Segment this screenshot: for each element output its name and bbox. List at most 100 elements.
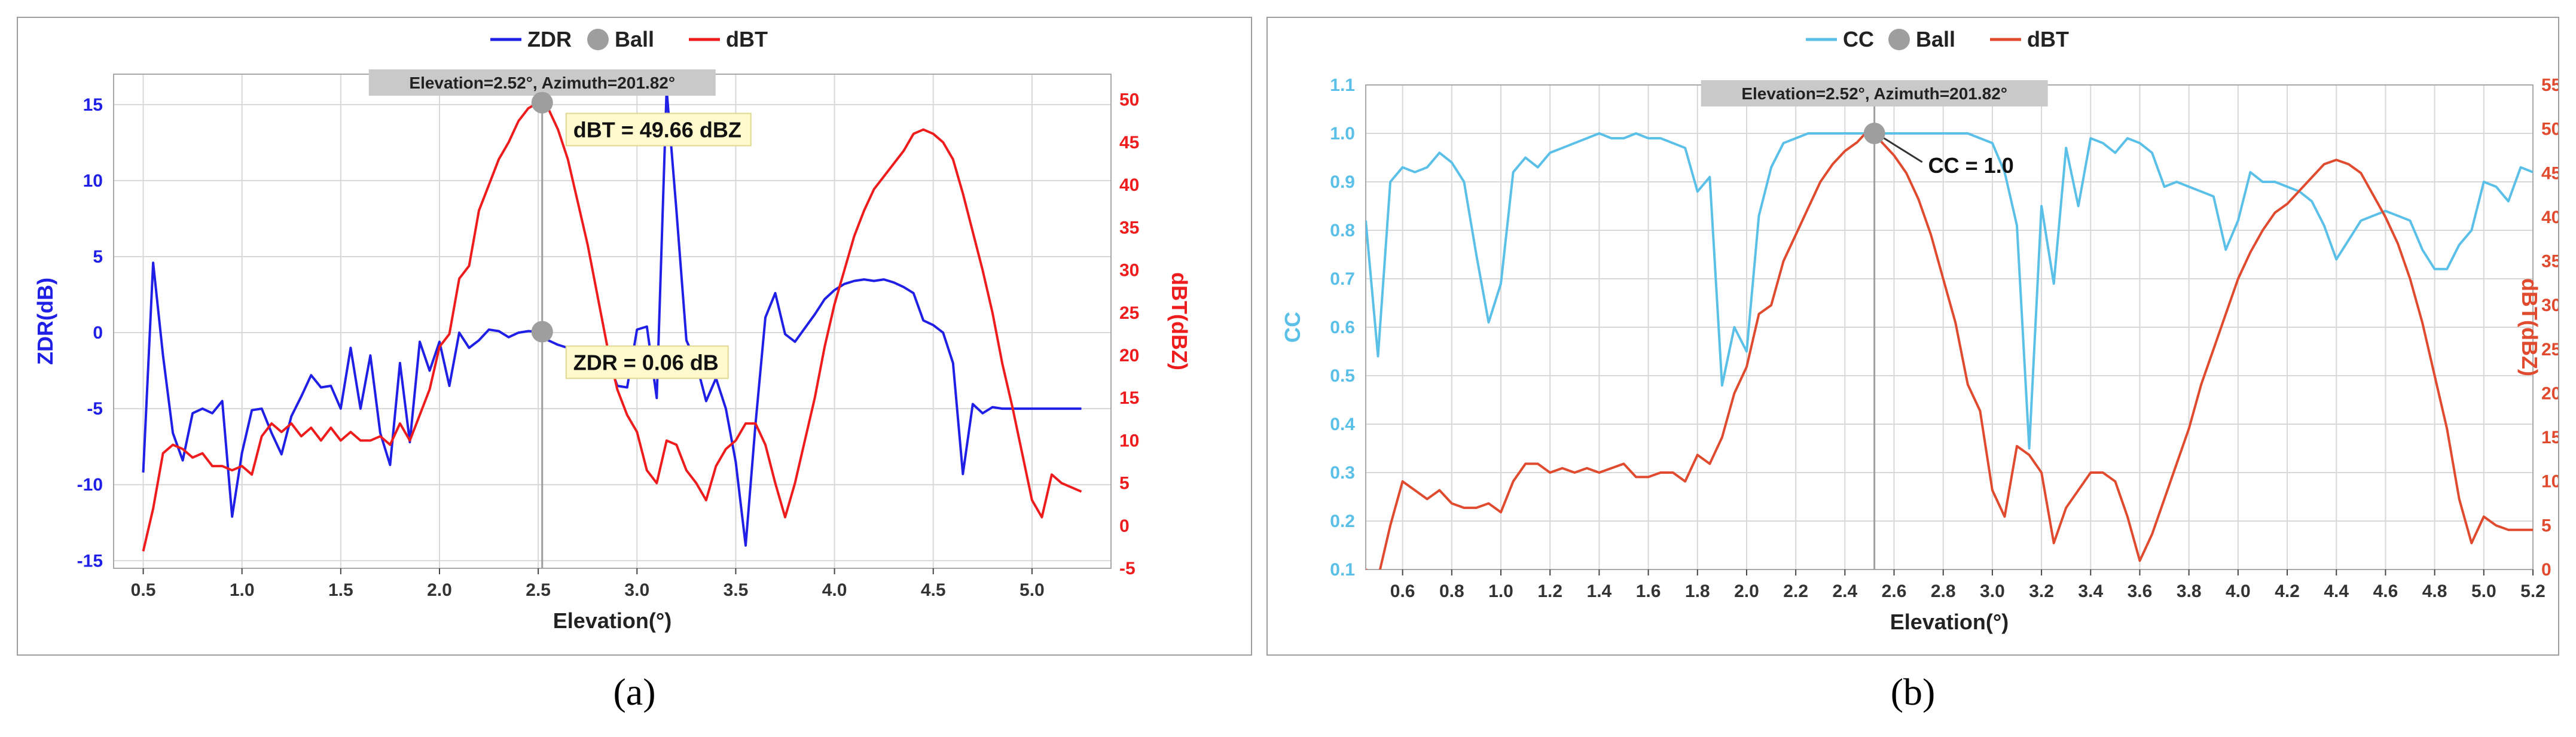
legend-label: ZDR	[527, 27, 572, 51]
legend-label: dBT	[726, 27, 768, 51]
y-right-tick-label: 25	[2541, 340, 2558, 360]
y-right-tick-label: 35	[2541, 252, 2558, 272]
y-right-tick-label: 40	[1119, 175, 1139, 195]
ball-marker	[531, 321, 553, 343]
x-tick-label: 1.6	[1636, 581, 1661, 601]
y-left-axis-label: CC	[1280, 312, 1305, 343]
marker-label: CC = 1.0	[1928, 153, 2014, 178]
legend-swatch-dot	[587, 29, 609, 50]
marker-label: ZDR = 0.06 dB	[573, 351, 719, 375]
y-right-tick-label: 50	[1119, 90, 1139, 110]
series-line-dbt	[142, 101, 1082, 552]
marker-label: dBT = 49.66 dBZ	[573, 118, 741, 142]
x-tick-label: 5.2	[2520, 581, 2546, 601]
legend: ZDR Ball dBT	[490, 27, 768, 51]
y-right-tick-label: 25	[1119, 303, 1139, 323]
x-tick-label: 2.4	[1832, 581, 1857, 601]
x-axis-label: Elevation(°)	[553, 608, 672, 633]
ball-marker	[531, 92, 553, 114]
y-right-tick-label: 15	[1119, 388, 1139, 408]
y-right-tick-label: 5	[2541, 516, 2551, 535]
y-right-tick-label: 15	[2541, 428, 2558, 447]
series-line-dbt	[1366, 127, 2533, 570]
x-tick-label: 1.4	[1587, 581, 1612, 601]
x-tick-label: 2.0	[1734, 581, 1759, 601]
y-left-tick-label: -15	[77, 551, 103, 571]
x-tick-label: 3.2	[2029, 581, 2054, 601]
plot-area	[142, 88, 1082, 552]
y-right-tick-label: 50	[2541, 120, 2558, 139]
cursor-label-box	[368, 69, 716, 96]
x-tick-label: 1.0	[230, 580, 255, 600]
legend-label: Ball	[1916, 27, 1955, 51]
x-tick-label: 5.0	[2471, 581, 2496, 601]
y-right-tick-label: 45	[1119, 133, 1139, 153]
x-tick-label: 3.4	[2078, 581, 2103, 601]
y-left-tick-label: 1.0	[1330, 124, 1355, 144]
y-right-tick-label: 20	[2541, 383, 2558, 403]
y-right-tick-label: 5	[1119, 474, 1130, 494]
y-left-tick-label: -10	[77, 475, 103, 495]
y-left-tick-label: 10	[83, 171, 103, 191]
y-right-tick-label: 30	[1119, 261, 1139, 281]
y-right-tick-label: 45	[2541, 163, 2558, 183]
y-right-tick-label: 10	[2541, 472, 2558, 492]
x-tick-label: 5.0	[1020, 580, 1045, 600]
y-right-tick-label: 0	[1119, 516, 1130, 536]
y-right-tick-label: 30	[2541, 296, 2558, 315]
caption-b: (b)	[1890, 671, 1936, 713]
plot-area	[1366, 127, 2533, 570]
y-right-tick-label: 35	[1119, 218, 1139, 237]
plot-frame	[113, 74, 1112, 569]
y-left-axis-label: ZDR(dB)	[33, 278, 57, 365]
ball-marker	[1863, 123, 1885, 144]
x-tick-label: 3.5	[724, 580, 749, 600]
x-tick-label: 2.0	[427, 580, 452, 600]
y-left-tick-label: -5	[87, 399, 103, 419]
chart-b-svg: 0.6 0.8 1.0 1.2 1.4 1.6 1.8 2.0 2.2 2.4 2.6 2.8 3.0 3…	[1280, 27, 2558, 634]
y-left-tick-label: 15	[83, 95, 103, 115]
x-tick-label: 3.0	[1980, 581, 2005, 601]
x-tick-label: 2.2	[1783, 581, 1808, 601]
x-axis-label: Elevation(°)	[1890, 610, 2009, 634]
y-left-tick-label: 0.6	[1330, 318, 1355, 337]
x-tick-label: 4.0	[822, 580, 847, 600]
x-tick-label: 1.0	[1488, 581, 1513, 601]
cursor-label: Elevation=2.52°, Azimuth=201.82°	[409, 74, 675, 92]
x-tick-label: 0.8	[1439, 581, 1464, 601]
y-right-tick-label: 0	[2541, 560, 2551, 580]
x-tick-label: 3.8	[2177, 581, 2202, 601]
y-left-tick-label: 5	[93, 247, 103, 267]
x-tick-label: 2.6	[1882, 581, 1907, 601]
x-tick-label: 2.8	[1931, 581, 1956, 601]
legend-label: CC	[1843, 27, 1874, 51]
chart-a-svg: 0.5 1.0 1.5 2.0 2.5 3.0 3.5 4.0 4.5 5.0 -15 -10 -5 0 5…	[33, 27, 1192, 633]
y-left-tick-label: 0.1	[1330, 560, 1355, 580]
legend-label: dBT	[2027, 27, 2069, 51]
y-left-tick-label: 0.5	[1330, 366, 1355, 386]
legend-swatch-dot	[1888, 29, 1910, 50]
y-left-tick-label: 0.7	[1330, 269, 1355, 289]
x-tick-label: 1.2	[1537, 581, 1562, 601]
y-right-axis-label: dBT(dBZ)	[2517, 278, 2542, 376]
y-left-tick-label: 0.3	[1330, 463, 1355, 483]
y-left-tick-label: 0	[93, 323, 103, 343]
marker-label-box	[565, 112, 752, 147]
y-left-tick-label: 0.4	[1330, 415, 1355, 434]
x-tick-label: 4.0	[2226, 581, 2251, 601]
x-tick-label: 0.6	[1390, 581, 1415, 601]
x-tick-label: 4.2	[2275, 581, 2300, 601]
x-tick-label: 4.6	[2373, 581, 2398, 601]
x-tick-label: 3.0	[624, 580, 649, 600]
cursor-label: Elevation=2.52°, Azimuth=201.82°	[1741, 84, 2007, 103]
marker-label-box	[565, 345, 729, 379]
caption-a: (a)	[613, 671, 656, 713]
chart-panel-a: 0.5 1.0 1.5 2.0 2.5 3.0 3.5 4.0 4.5 5.0 -15 -10 -5 0 5…	[17, 17, 1252, 656]
x-tick-label: 1.8	[1685, 581, 1710, 601]
x-tick-label: 4.5	[921, 580, 946, 600]
legend: CC Ball dBT	[1806, 27, 2069, 51]
series-line-zdr	[142, 88, 1082, 547]
x-tick-label: 2.5	[526, 580, 551, 600]
series-line-cc	[1366, 132, 2533, 450]
x-tick-label: 1.5	[328, 580, 353, 600]
